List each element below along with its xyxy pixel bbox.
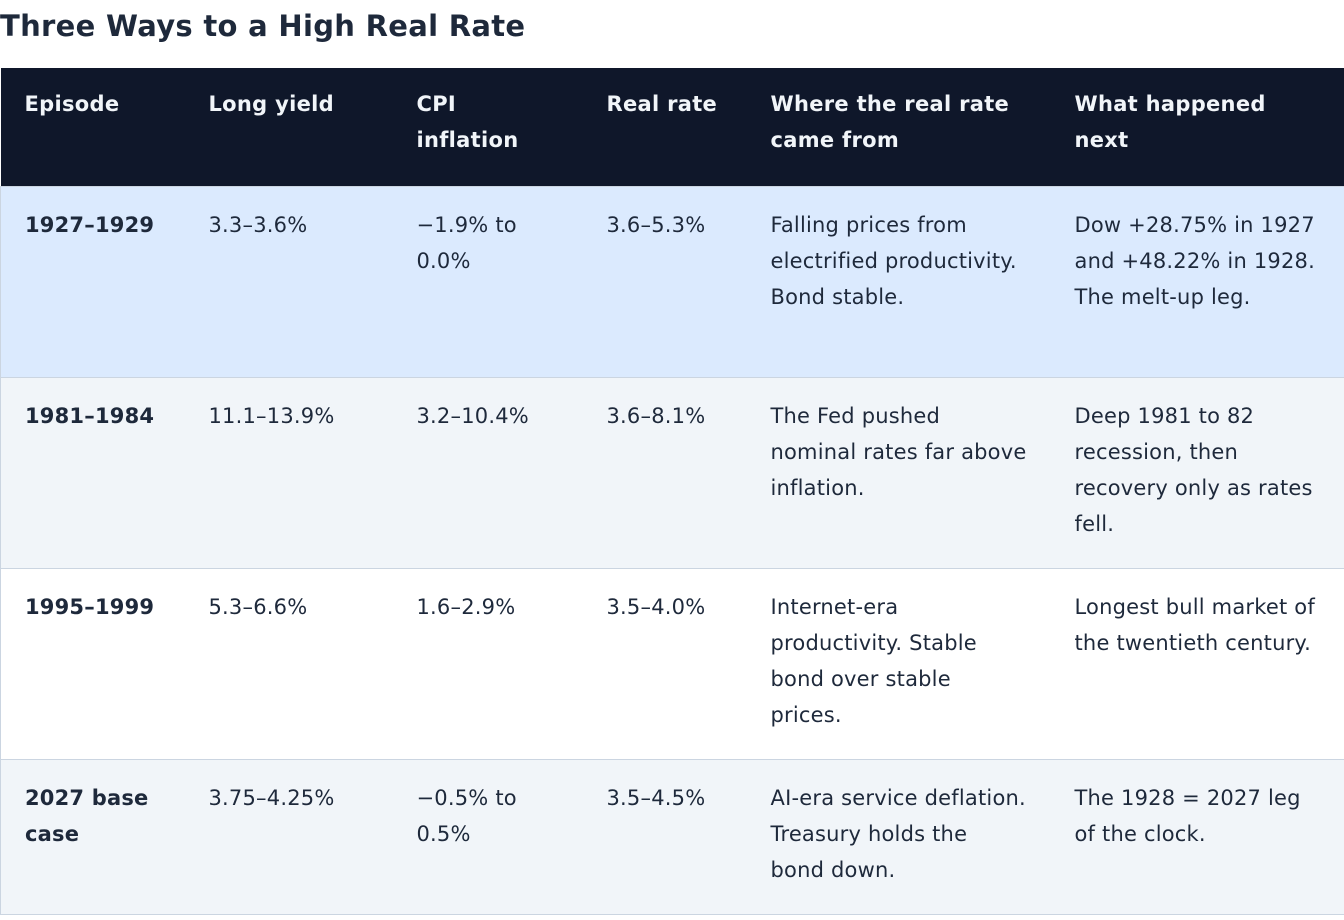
column-header-cpi-inflation: CPI inflation (392, 68, 583, 187)
long-yield-cell: 5.3–6.6% (184, 568, 393, 760)
real-rate-cell: 3.6–8.1% (582, 377, 747, 569)
cpi-cell: 1.6–2.9% (392, 568, 583, 760)
table-row: 1927–1929 3.3–3.6% −1.9% to 0.0% 3.6–5.3… (0, 186, 1344, 378)
cpi-cell: 3.2–10.4% (392, 377, 583, 569)
column-header-source: Where the real rate came from (746, 68, 1051, 187)
column-header-long-yield: Long yield (184, 68, 393, 187)
cpi-cell: −1.9% to 0.0% (392, 186, 583, 378)
real-rate-cell: 3.5–4.0% (582, 568, 747, 760)
source-cell: Internet-era productivity. Stable bond o… (746, 568, 1051, 760)
column-header-what-next: What happened next (1050, 68, 1344, 187)
next-cell: Deep 1981 to 82 recession, then recovery… (1050, 377, 1344, 569)
source-cell: The Fed pushed nominal rates far above i… (746, 377, 1051, 569)
real-rate-table: Episode Long yield CPI inflation Real ra… (0, 68, 1344, 915)
table-row: 1995–1999 5.3–6.6% 1.6–2.9% 3.5–4.0% Int… (0, 568, 1344, 760)
table-row: 2027 base case 3.75–4.25% −0.5% to 0.5% … (0, 759, 1344, 915)
table-row: 1981–1984 11.1–13.9% 3.2–10.4% 3.6–8.1% … (0, 377, 1344, 569)
episode-cell: 1927–1929 (0, 186, 185, 378)
real-rate-cell: 3.6–5.3% (582, 186, 747, 378)
long-yield-cell: 3.75–4.25% (184, 759, 393, 915)
real-rate-cell: 3.5–4.5% (582, 759, 747, 915)
next-cell: Longest bull market of the twentieth cen… (1050, 568, 1344, 760)
source-cell: AI-era service deflation. Treasury holds… (746, 759, 1051, 915)
next-cell: The 1928 = 2027 leg of the clock. (1050, 759, 1344, 915)
next-cell: Dow +28.75% in 1927 and +48.22% in 1928.… (1050, 186, 1344, 378)
episode-cell: 1981–1984 (0, 377, 185, 569)
episode-cell: 2027 base case (0, 759, 185, 915)
episode-cell: 1995–1999 (0, 568, 185, 760)
table-header-row: Episode Long yield CPI inflation Real ra… (0, 68, 1344, 187)
long-yield-cell: 3.3–3.6% (184, 186, 393, 378)
page-title: Three Ways to a High Real Rate (0, 9, 526, 43)
long-yield-cell: 11.1–13.9% (184, 377, 393, 569)
column-header-episode: Episode (0, 68, 185, 187)
cpi-cell: −0.5% to 0.5% (392, 759, 583, 915)
source-cell: Falling prices from electrified producti… (746, 186, 1051, 378)
column-header-real-rate: Real rate (582, 68, 747, 187)
